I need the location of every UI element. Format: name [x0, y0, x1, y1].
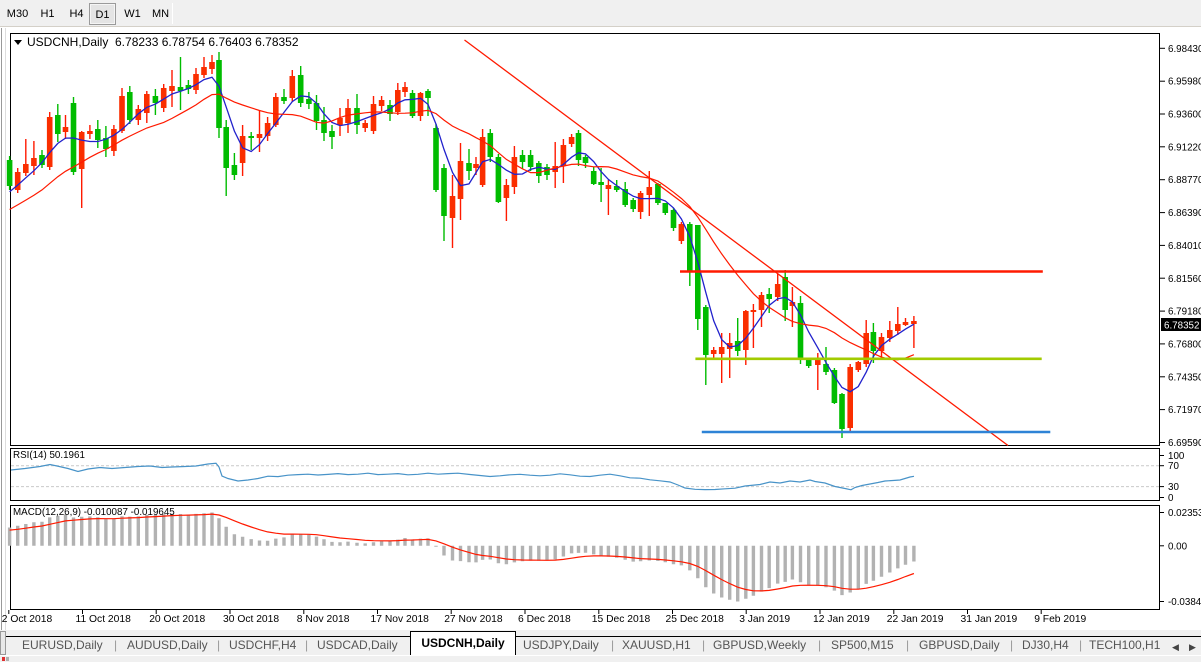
svg-text:6.95980: 6.95980	[1168, 77, 1201, 88]
svg-text:6.76800: 6.76800	[1168, 339, 1201, 350]
svg-text:6.86390: 6.86390	[1168, 208, 1201, 219]
svg-text:6.69590: 6.69590	[1168, 438, 1201, 449]
svg-text:8 Nov 2018: 8 Nov 2018	[297, 614, 350, 625]
svg-text:25 Dec 2018: 25 Dec 2018	[666, 614, 725, 625]
svg-text:100: 100	[1168, 451, 1185, 462]
svg-text:30 Oct 2018: 30 Oct 2018	[223, 614, 279, 625]
svg-text:6 Dec 2018: 6 Dec 2018	[518, 614, 571, 625]
svg-text:0.0235340: 0.0235340	[1168, 508, 1201, 519]
svg-text:12 Jan 2019: 12 Jan 2019	[813, 614, 870, 625]
svg-text:17 Nov 2018: 17 Nov 2018	[371, 614, 430, 625]
svg-text:6.81560: 6.81560	[1168, 274, 1201, 285]
svg-text:6.93600: 6.93600	[1168, 110, 1201, 121]
svg-text:31 Jan 2019: 31 Jan 2019	[961, 614, 1018, 625]
svg-text:-0.0384680: -0.0384680	[1168, 597, 1201, 608]
svg-text:2 Oct 2018: 2 Oct 2018	[2, 614, 53, 625]
svg-text:0.00: 0.00	[1168, 541, 1188, 552]
svg-text:6.79180: 6.79180	[1168, 307, 1201, 318]
svg-text:USDCNH,Daily 6.78233 6.78754: USDCNH,Daily 6.78233 6.78754 6.76403 6.7…	[27, 35, 299, 49]
svg-text:RSI(14) 50.1961: RSI(14) 50.1961	[13, 450, 85, 461]
svg-text:6.98430: 6.98430	[1168, 44, 1201, 55]
svg-text:20 Oct 2018: 20 Oct 2018	[149, 614, 205, 625]
svg-text:6.74350: 6.74350	[1168, 372, 1201, 383]
svg-text:6.71970: 6.71970	[1168, 405, 1201, 416]
svg-text:6.84010: 6.84010	[1168, 241, 1201, 252]
svg-text:MACD(12,26,9) -0.010087 -0.019: MACD(12,26,9) -0.010087 -0.019645	[13, 507, 175, 518]
svg-text:30: 30	[1168, 482, 1179, 493]
svg-text:22 Jan 2019: 22 Jan 2019	[887, 614, 944, 625]
svg-text:6.78352: 6.78352	[1164, 320, 1199, 331]
svg-text:3 Jan 2019: 3 Jan 2019	[739, 614, 790, 625]
svg-text:0: 0	[1168, 493, 1174, 504]
svg-text:6.91220: 6.91220	[1168, 142, 1201, 153]
svg-text:6.88770: 6.88770	[1168, 175, 1201, 186]
svg-text:15 Dec 2018: 15 Dec 2018	[592, 614, 651, 625]
svg-text:9 Feb 2019: 9 Feb 2019	[1034, 614, 1086, 625]
svg-text:70: 70	[1168, 461, 1179, 472]
svg-text:11 Oct 2018: 11 Oct 2018	[76, 614, 132, 625]
svg-text:27 Nov 2018: 27 Nov 2018	[444, 614, 503, 625]
